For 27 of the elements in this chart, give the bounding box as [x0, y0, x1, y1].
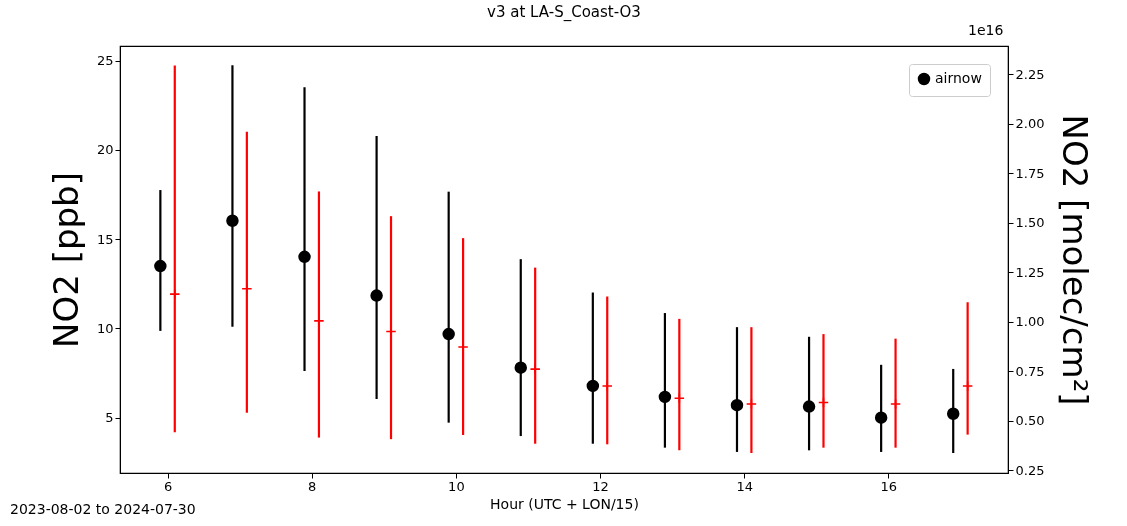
y2-tick-label: 0.75 — [1015, 363, 1045, 379]
y2-tick-label: 0.50 — [1015, 413, 1045, 429]
x-tick-label: 8 — [308, 478, 317, 494]
legend-label: airnow — [935, 70, 982, 86]
y2-tick-label: 1.25 — [1015, 264, 1045, 280]
y-tick-label: 20 — [96, 142, 114, 158]
y2-tick-label: 1.75 — [1015, 165, 1045, 181]
y2-tick-label: 2.00 — [1015, 116, 1045, 132]
x-tick-label: 12 — [592, 478, 609, 494]
y-tick-label: 15 — [96, 231, 114, 247]
y2-tick-label: 1.50 — [1015, 215, 1045, 231]
y-tick-label: 10 — [96, 320, 114, 336]
y2-tick-label: 1.00 — [1015, 314, 1045, 330]
text: 2023-08-02 to 2024-07-30 — [10, 501, 196, 517]
y-tick-label: 5 — [105, 410, 114, 426]
y-axis-title: NO2 [ppb] — [45, 172, 86, 348]
x-tick-label: 10 — [448, 478, 465, 494]
x-axis-title: Hour (UTC + LON/15) — [490, 495, 639, 512]
y2-axis-title: NO2 [molec/cm²] — [1055, 114, 1096, 406]
text: 1e16 — [968, 22, 1004, 38]
y-tick-label: 25 — [96, 53, 114, 69]
x-tick-label: 14 — [736, 478, 753, 494]
chart-title: v3 at LA-S_Coast-O3 — [487, 3, 641, 22]
y2-tick-label: 0.25 — [1015, 462, 1045, 478]
x-tick-label: 16 — [880, 478, 898, 494]
y2-tick-label: 2.25 — [1015, 66, 1045, 82]
x-tick-label: 6 — [163, 478, 173, 494]
